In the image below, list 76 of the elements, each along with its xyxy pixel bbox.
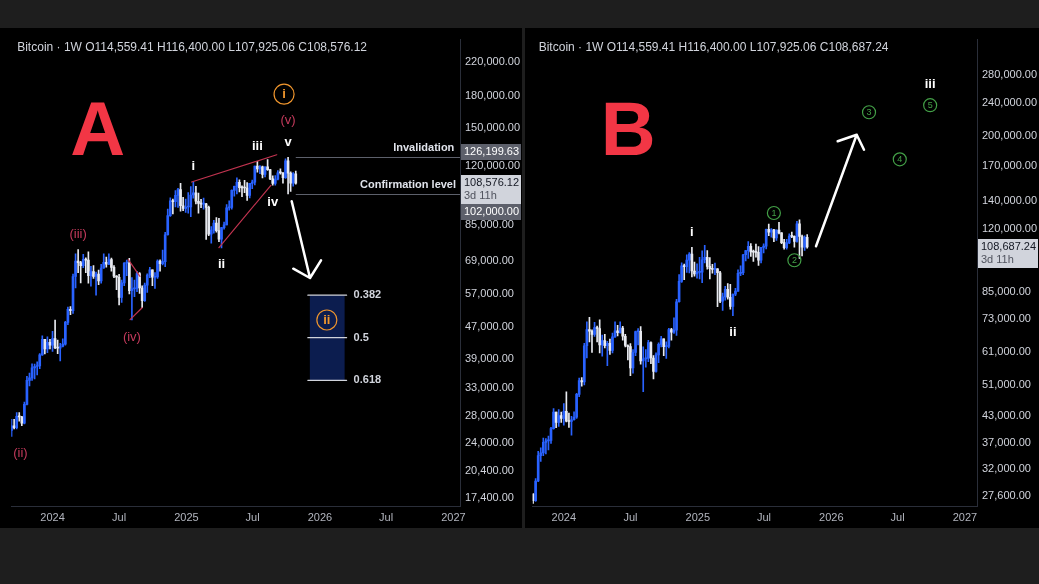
x-tick-label: 2025 xyxy=(174,510,199,523)
y-tick-label: 108,576.12 xyxy=(464,176,520,189)
y-tick-label: 180,000.00 xyxy=(465,89,521,102)
x-tick-label: Jul xyxy=(112,510,127,523)
y-tick-label: 170,000.00 xyxy=(982,158,1038,171)
annotation: (iii) xyxy=(69,226,87,242)
ref-line-label: 126,199.63 xyxy=(464,144,520,157)
y-tick-label: 200,000.00 xyxy=(982,129,1038,142)
y-tick-label: 24,000.00 xyxy=(465,435,514,448)
annotation: iii xyxy=(924,76,936,92)
series-label: 0.618 xyxy=(353,373,382,386)
annotation: ii xyxy=(323,312,331,328)
y-tick-label: 61,000.00 xyxy=(982,344,1031,357)
y-tick-label: 240,000.00 xyxy=(982,95,1038,108)
annotation: i xyxy=(191,158,196,174)
x-tick-label: 2027 xyxy=(441,510,466,523)
series-label: 0.5 xyxy=(353,330,369,343)
y-tick-label: 17,400.00 xyxy=(465,491,514,504)
annotation: 1 xyxy=(771,207,777,218)
y-tick-label: 43,000.00 xyxy=(982,408,1031,421)
y-tick-label: 140,000.00 xyxy=(982,193,1038,206)
y-tick-label: 28,000.00 xyxy=(465,409,514,422)
annotation: v xyxy=(284,133,293,149)
annotation: (ii) xyxy=(13,445,28,461)
x-tick-label: 2026 xyxy=(307,510,333,523)
annotation: iv xyxy=(267,193,279,209)
y-tick-label: 280,000.00 xyxy=(982,67,1038,80)
x-tick-label: Jul xyxy=(623,510,638,523)
x-tick-label: 2025 xyxy=(685,510,710,523)
annotation: 2 xyxy=(791,255,797,266)
chart-subtitle: Bitcoin · 1W O114,559.41 H116,400.00 L107,925.06 C108,687.24 xyxy=(538,39,889,54)
annotation: 4 xyxy=(897,154,903,165)
annotation: (v) xyxy=(280,111,296,127)
text: 3d 11h xyxy=(981,252,1014,265)
y-tick-label: 73,000.00 xyxy=(982,312,1031,325)
annotation: ii xyxy=(729,324,737,340)
x-tick-label: 2026 xyxy=(819,510,844,523)
y-tick-label: 108,687.24 xyxy=(981,239,1037,252)
text: A xyxy=(70,85,126,171)
y-tick-label: 85,000.00 xyxy=(465,218,514,231)
annotation: i xyxy=(282,86,286,102)
y-tick-label: 27,600.00 xyxy=(982,489,1031,502)
text: 3d 11h xyxy=(464,189,497,202)
y-tick-label: 69,000.00 xyxy=(465,254,514,267)
y-tick-label: 33,000.00 xyxy=(465,381,514,394)
y-tick-label: 39,000.00 xyxy=(465,352,514,365)
y-tick-label: 37,000.00 xyxy=(982,435,1031,448)
ref-line-label: 102,000.00 xyxy=(464,205,520,218)
x-tick-label: 2027 xyxy=(952,510,978,523)
y-tick-label: 85,000.00 xyxy=(982,284,1031,297)
x-tick-label: 2024 xyxy=(40,510,65,523)
y-tick-label: 51,000.00 xyxy=(982,377,1031,390)
annotation: 3 xyxy=(866,107,872,118)
y-tick-label: 220,000.00 xyxy=(465,54,521,67)
annotation: Invalidation xyxy=(393,141,455,154)
text: B xyxy=(600,85,656,171)
annotation: 5 xyxy=(927,100,933,111)
y-tick-label: 20,400.00 xyxy=(465,463,514,476)
chart-subtitle: Bitcoin · 1W O114,559.41 H116,400.00 L107,925.06 C108,576.12 xyxy=(17,39,368,54)
y-tick-label: 32,000.00 xyxy=(982,462,1031,475)
annotation: i xyxy=(690,224,694,239)
series-label: 0.382 xyxy=(353,288,382,301)
y-tick-label: 47,000.00 xyxy=(465,320,514,333)
x-tick-label: Jul xyxy=(379,510,394,523)
y-tick-label: 57,000.00 xyxy=(465,286,514,299)
annotation: (iv) xyxy=(122,328,141,344)
annotation: ii xyxy=(217,256,226,272)
y-tick-label: 150,000.00 xyxy=(465,120,521,133)
annotation: Confirmation level xyxy=(360,177,457,190)
x-tick-label: Jul xyxy=(890,510,905,523)
annotation: iii xyxy=(251,137,263,153)
x-tick-label: Jul xyxy=(756,510,772,523)
x-tick-label: 2024 xyxy=(551,510,577,523)
y-tick-label: 120,000.00 xyxy=(982,221,1038,234)
y-tick-label: 120,000.00 xyxy=(465,158,521,171)
x-tick-label: Jul xyxy=(245,510,260,523)
